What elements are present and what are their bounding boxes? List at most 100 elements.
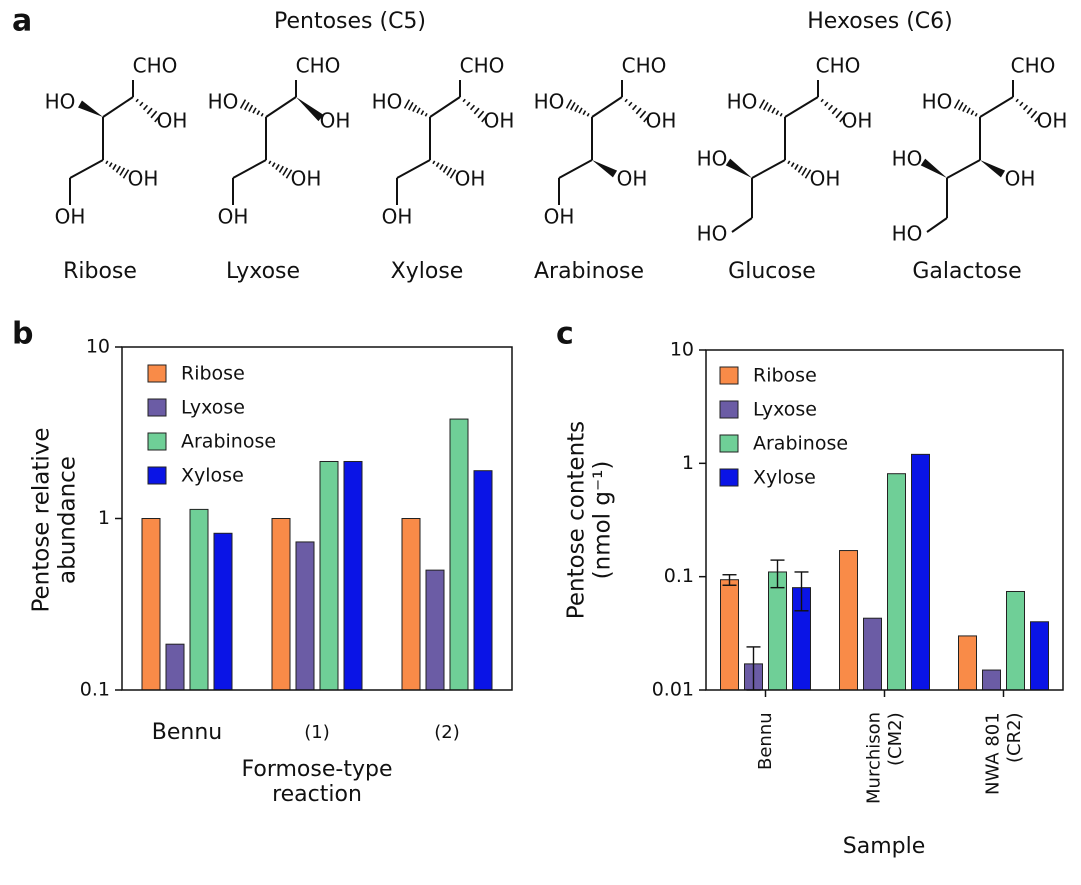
- hash-bond: [574, 104, 580, 112]
- bar: [768, 571, 787, 691]
- hash-bond: [839, 113, 847, 123]
- hash-bond: [252, 107, 257, 114]
- error-bar: [770, 559, 785, 589]
- hash-bond: [962, 104, 968, 112]
- hash-bond: [154, 113, 162, 123]
- y-tick-label: 0.01: [652, 679, 694, 701]
- structure-name: Galactose: [912, 259, 1021, 284]
- hash-bond: [804, 169, 812, 179]
- hash-bond: [790, 162, 795, 168]
- hash-bond: [1019, 101, 1024, 107]
- atom-label: OH: [810, 167, 841, 191]
- bar: [887, 473, 906, 691]
- hash-bond: [435, 162, 440, 168]
- bond: [784, 96, 819, 118]
- bar: [958, 635, 977, 691]
- y-axis-label: Pentose relative abundance: [28, 427, 81, 613]
- y-tick-label: 1: [682, 452, 694, 474]
- hash-bond: [271, 162, 276, 168]
- hash-bond: [1034, 113, 1042, 123]
- hash-bond: [108, 162, 113, 168]
- legend-swatch: [147, 466, 167, 485]
- hash-bond: [801, 167, 808, 176]
- wedge-bond: [296, 97, 324, 122]
- atom-label: HO: [922, 90, 953, 114]
- hash-bond: [958, 102, 964, 111]
- hash-bond: [771, 107, 776, 114]
- atom-label: OH: [842, 109, 873, 133]
- hash-bond: [139, 101, 144, 107]
- atom-label: CHO: [1011, 54, 1056, 78]
- hash-bond: [275, 164, 280, 170]
- hash-bond: [1026, 107, 1033, 115]
- hash-bond: [797, 165, 803, 173]
- atom-label: CHO: [460, 54, 505, 78]
- structure-name: Arabinose: [534, 259, 644, 284]
- legend-swatch: [719, 468, 739, 487]
- bar: [213, 532, 233, 691]
- structure-name: Glucose: [728, 259, 816, 284]
- legend-swatch: [147, 432, 167, 451]
- hash-bond: [794, 164, 799, 170]
- hash-bond: [424, 112, 428, 117]
- atom-label: CHO: [816, 54, 861, 78]
- atom-label: CHO: [622, 54, 667, 78]
- bond: [69, 159, 104, 179]
- hash-bond: [643, 113, 651, 123]
- bar: [473, 470, 493, 691]
- hash-bond: [260, 112, 264, 117]
- wedge-bond: [78, 100, 103, 117]
- hash-bond: [578, 107, 583, 114]
- hash-bond: [824, 101, 829, 107]
- bond: [751, 159, 786, 179]
- hash-bond: [635, 107, 642, 115]
- atom-label: OH: [218, 205, 249, 229]
- bar: [863, 617, 882, 691]
- bond: [265, 96, 297, 118]
- group-title: Pentoses (C5): [274, 9, 426, 34]
- y-tick-label: 0.1: [80, 679, 110, 701]
- hash-bond: [146, 107, 153, 115]
- atom-label: HO: [372, 90, 403, 114]
- hash-bond: [403, 99, 411, 109]
- structure-name: Lyxose: [226, 259, 300, 284]
- hash-bond: [432, 160, 436, 165]
- legend-swatch: [147, 364, 167, 383]
- panel-label: c: [556, 317, 574, 352]
- x-tick-label: (2): [434, 722, 460, 743]
- hash-bond: [150, 110, 158, 119]
- bond: [946, 159, 981, 179]
- hash-bond: [416, 107, 421, 114]
- hash-bond: [1022, 104, 1029, 111]
- atom-label: OH: [382, 205, 413, 229]
- bar: [1006, 590, 1025, 691]
- bar: [141, 518, 161, 691]
- bar: [189, 508, 209, 691]
- x-tick-label: NWA 801 (CR2): [981, 712, 1025, 795]
- hash-bond: [775, 110, 780, 116]
- bond: [102, 96, 134, 118]
- y-axis-label: Pentose contents (nmol g⁻¹): [563, 420, 616, 620]
- hash-bond: [582, 110, 587, 116]
- hash-bond: [466, 101, 471, 107]
- hash-bond: [112, 164, 117, 170]
- hash-bond: [282, 167, 289, 176]
- hash-bond: [105, 160, 109, 165]
- x-tick-label: (1): [304, 722, 330, 743]
- legend-label: Ribose: [181, 363, 245, 385]
- hash-bond: [248, 104, 254, 112]
- atom-label: OH: [55, 205, 86, 229]
- hash-bond: [285, 169, 293, 179]
- y-tick-label: 1: [98, 507, 110, 529]
- hash-bond: [142, 104, 149, 111]
- hash-bond: [628, 101, 633, 107]
- hash-bond: [974, 112, 978, 117]
- legend-swatch: [719, 366, 739, 385]
- hash-bond: [565, 99, 573, 109]
- atom-label: OH: [646, 109, 677, 133]
- hash-bond: [412, 104, 418, 112]
- atom-label: OH: [128, 167, 159, 191]
- hash-bond: [831, 107, 838, 115]
- x-tick-label: Bennu: [152, 720, 222, 745]
- y-tick-label: 0.1: [664, 565, 694, 587]
